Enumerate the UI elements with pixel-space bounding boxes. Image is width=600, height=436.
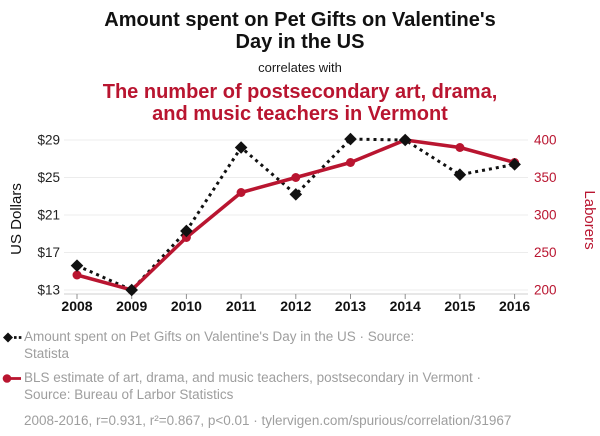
pet-gifts-series-point	[180, 224, 193, 238]
x-axis-tick-label: 2014	[390, 298, 421, 314]
primary-series-title: Amount spent on Pet Gifts on Valentine's…	[0, 9, 600, 53]
correlation-line-chart: 2008 2009 2010 2011 2012 2013 2014 2015 2016 $13 $…	[8, 132, 598, 315]
x-axis-tick-label: 2012	[280, 298, 311, 314]
pet-gifts-series-point	[344, 132, 357, 146]
red-circle-solid-line-icon	[2, 369, 24, 389]
teachers-series-point	[236, 188, 246, 197]
left-axis-tick-label: $17	[37, 245, 60, 260]
left-axis-tick-label: $13	[37, 283, 60, 298]
secondary-series-title: The number of postsecondary art, drama, …	[0, 81, 600, 125]
right-axis-tick-label: 250	[534, 245, 557, 260]
pet-gifts-series-point	[125, 283, 138, 297]
legend-pet-gifts-line-2: Statista	[24, 346, 70, 361]
legend-item-teachers: BLS estimate of art, drama, and music te…	[2, 369, 586, 403]
x-axis-tick-label: 2009	[116, 298, 147, 314]
legend-item-teachers-label: BLS estimate of art, drama, and music te…	[24, 369, 586, 403]
legend-item-pet-gifts: Amount spent on Pet Gifts on Valentine's…	[2, 328, 586, 362]
teachers-series-point	[291, 173, 301, 182]
x-axis-tick-label: 2013	[335, 298, 366, 314]
primary-title-line-1: Amount spent on Pet Gifts on Valentine's	[104, 9, 496, 31]
teachers-series-point	[346, 158, 355, 167]
teachers-series-point	[181, 233, 191, 242]
legend: Amount spent on Pet Gifts on Valentine's…	[0, 321, 600, 428]
right-axis-tick-label: 400	[534, 133, 557, 148]
pet-gifts-series-point	[398, 133, 412, 147]
correlation-stats: 2008-2016, r=0.931, r²=0.867, p<0.01 · t…	[24, 413, 512, 428]
pet-gifts-series-point	[508, 158, 521, 171]
right-axis-tick-label: 300	[534, 208, 557, 223]
x-axis-tick-label: 2011	[226, 298, 257, 314]
teachers-series-point	[72, 270, 82, 280]
left-axis-tick-label: $21	[37, 208, 60, 223]
x-axis-tick-label: 2016	[499, 298, 530, 314]
pet-gifts-series-point	[70, 259, 84, 272]
left-axis-tick-label: $25	[37, 170, 60, 185]
pet-gifts-series-point	[289, 188, 303, 201]
black-diamond-dashed-line-icon	[2, 328, 24, 348]
right-axis-tick-label: 200	[534, 283, 557, 298]
x-axis-tick-label: 2010	[171, 298, 202, 314]
chart-header: Amount spent on Pet Gifts on Valentine's…	[0, 0, 600, 125]
pet-gifts-series-point	[234, 141, 248, 154]
right-axis-tick-label: 350	[534, 170, 557, 185]
correlates-with-label: correlates with	[258, 60, 342, 75]
right-axis-title: Laborers	[581, 190, 598, 249]
secondary-title-line-1: The number of postsecondary art, drama,	[102, 81, 498, 103]
teachers-series-point	[455, 143, 465, 152]
x-axis-tick-label: 2008	[61, 298, 92, 314]
left-axis-title: US Dollars	[8, 183, 25, 255]
x-axis-tick-label: 2015	[444, 298, 475, 314]
legend-item-pet-gifts-label: Amount spent on Pet Gifts on Valentine's…	[24, 328, 586, 362]
pet-gifts-series-point	[453, 168, 467, 181]
legend-teachers-line-2: Source: Bureau of Larbor Statistics	[24, 387, 234, 402]
legend-pet-gifts-line-1: Amount spent on Pet Gifts on Valentine's…	[24, 329, 415, 344]
secondary-title-line-2: and music teachers in Vermont	[152, 103, 448, 125]
left-axis-tick-label: $29	[37, 133, 60, 148]
primary-title-line-2: Day in the US	[235, 31, 365, 53]
legend-teachers-line-1: BLS estimate of art, drama, and music te…	[24, 370, 481, 385]
